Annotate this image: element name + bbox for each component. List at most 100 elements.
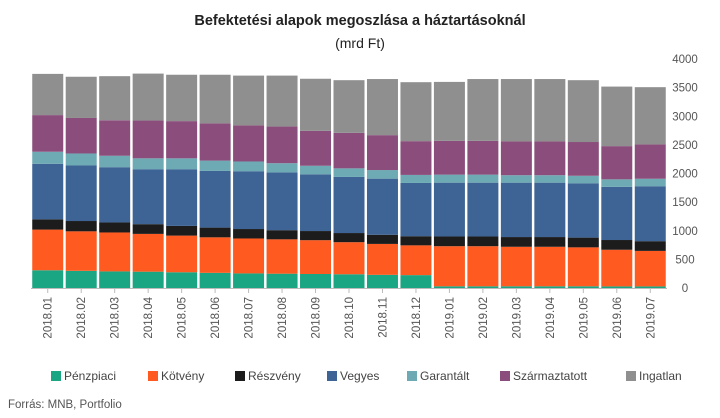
bar-segment: [534, 286, 566, 288]
bar-segment: [266, 172, 298, 231]
bar-segment: [199, 123, 231, 161]
bar-segment: [99, 271, 131, 288]
x-tick-label: 2018.08: [277, 297, 289, 339]
bars-layer: [32, 73, 666, 288]
bar-segment: [300, 78, 332, 131]
bar-segment: [166, 169, 198, 226]
y-tick-label: 3000: [672, 111, 698, 123]
bar-segment: [500, 246, 532, 287]
x-tick-label: 2018.03: [110, 297, 122, 339]
bar-segment: [567, 80, 599, 143]
x-tick-label: 2018.11: [377, 297, 389, 338]
bar-segment: [500, 175, 532, 183]
bar-segment: [500, 182, 532, 238]
bar-segment: [233, 161, 265, 172]
legend-label: Részvény: [248, 369, 301, 383]
x-tick-label: 2019.02: [478, 297, 490, 339]
bar-segment: [99, 76, 131, 121]
bar-segment: [534, 175, 566, 183]
bar-segment: [132, 120, 164, 159]
bar-segment: [433, 81, 465, 141]
bar-segment: [366, 79, 398, 136]
y-tick-label: 4000: [672, 54, 698, 66]
bar-segment: [132, 158, 164, 170]
bar-segment: [99, 222, 131, 233]
bar-segment: [567, 247, 599, 287]
bar-segment: [65, 165, 97, 222]
bar-segment: [166, 74, 198, 122]
bar-segment: [400, 236, 432, 246]
legend-label: Ingatlan: [639, 369, 682, 383]
bar-segment: [467, 140, 499, 175]
bar-segment: [32, 73, 64, 116]
bar-segment: [300, 240, 332, 274]
x-tick-label: 2019.05: [578, 297, 590, 339]
bar-segment: [266, 75, 298, 127]
bar-segment: [333, 132, 365, 169]
bar-segment: [366, 170, 398, 179]
bar-segment: [634, 178, 666, 187]
bar-segment: [233, 171, 265, 230]
x-tick-label: 2019.01: [444, 297, 456, 339]
bar-segment: [333, 168, 365, 177]
bar-segment: [567, 175, 599, 184]
bar-segment: [333, 176, 365, 234]
legend-label: Származtatott: [513, 369, 588, 383]
bar-segment: [99, 232, 131, 272]
bar-segment: [65, 231, 97, 271]
bar-segment: [32, 115, 64, 152]
bar-segment: [433, 140, 465, 175]
bar-segment: [300, 130, 332, 166]
bar-segment: [199, 237, 231, 273]
legend-swatch: [327, 371, 337, 381]
bar-segment: [366, 135, 398, 171]
bar-segment: [467, 236, 499, 247]
bar-segment: [601, 146, 633, 180]
bar-segment: [132, 169, 164, 225]
x-tick-label: 2018.10: [344, 297, 356, 339]
legend-swatch: [51, 371, 61, 381]
legend-swatch: [148, 371, 158, 381]
bar-segment: [199, 160, 231, 171]
bar-segment: [634, 241, 666, 251]
x-tick-label: 2018.02: [76, 297, 88, 339]
source-note: Forrás: MNB, Portfolio: [8, 399, 122, 411]
bar-segment: [467, 79, 499, 141]
chart-subtitle: (mrd Ft): [335, 35, 385, 51]
bar-segment: [65, 270, 97, 288]
y-tick-label: 0: [682, 283, 688, 295]
bar-segment: [433, 182, 465, 237]
bar-segment: [500, 79, 532, 142]
legend-label: Pénzpiaci: [64, 369, 116, 383]
bar-segment: [601, 286, 633, 288]
bar-segment: [500, 286, 532, 288]
bar-segment: [567, 286, 599, 288]
legend: Pénzpiaci Kötvény Részvény Vegyes Garantált S…: [51, 369, 682, 383]
x-tick-label: 2018.05: [177, 297, 189, 339]
x-tick-label: 2019.07: [645, 297, 657, 339]
bar-segment: [400, 174, 432, 183]
legend-label: Vegyes: [340, 369, 379, 383]
bar-segment: [300, 174, 332, 232]
bar-segment: [400, 82, 432, 142]
bar-segment: [65, 76, 97, 118]
bar-segment: [433, 286, 465, 288]
x-tick-label: 2019.06: [612, 297, 624, 339]
x-tick-label: 2019.03: [511, 297, 523, 339]
bar-segment: [400, 245, 432, 276]
y-tick-label: 2000: [672, 169, 698, 181]
bar-segment: [233, 125, 265, 162]
bar-segment: [266, 126, 298, 164]
bar-segment: [99, 155, 131, 168]
bar-segment: [500, 237, 532, 247]
bar-segment: [500, 141, 532, 176]
legend-swatch: [500, 371, 510, 381]
bar-segment: [65, 221, 97, 232]
bar-segment: [132, 271, 164, 288]
bar-segment: [601, 179, 633, 187]
bar-segment: [634, 286, 666, 288]
bar-segment: [467, 182, 499, 237]
x-tick-label: 2018.12: [411, 297, 423, 339]
bar-segment: [567, 183, 599, 238]
bar-segment: [534, 237, 566, 247]
